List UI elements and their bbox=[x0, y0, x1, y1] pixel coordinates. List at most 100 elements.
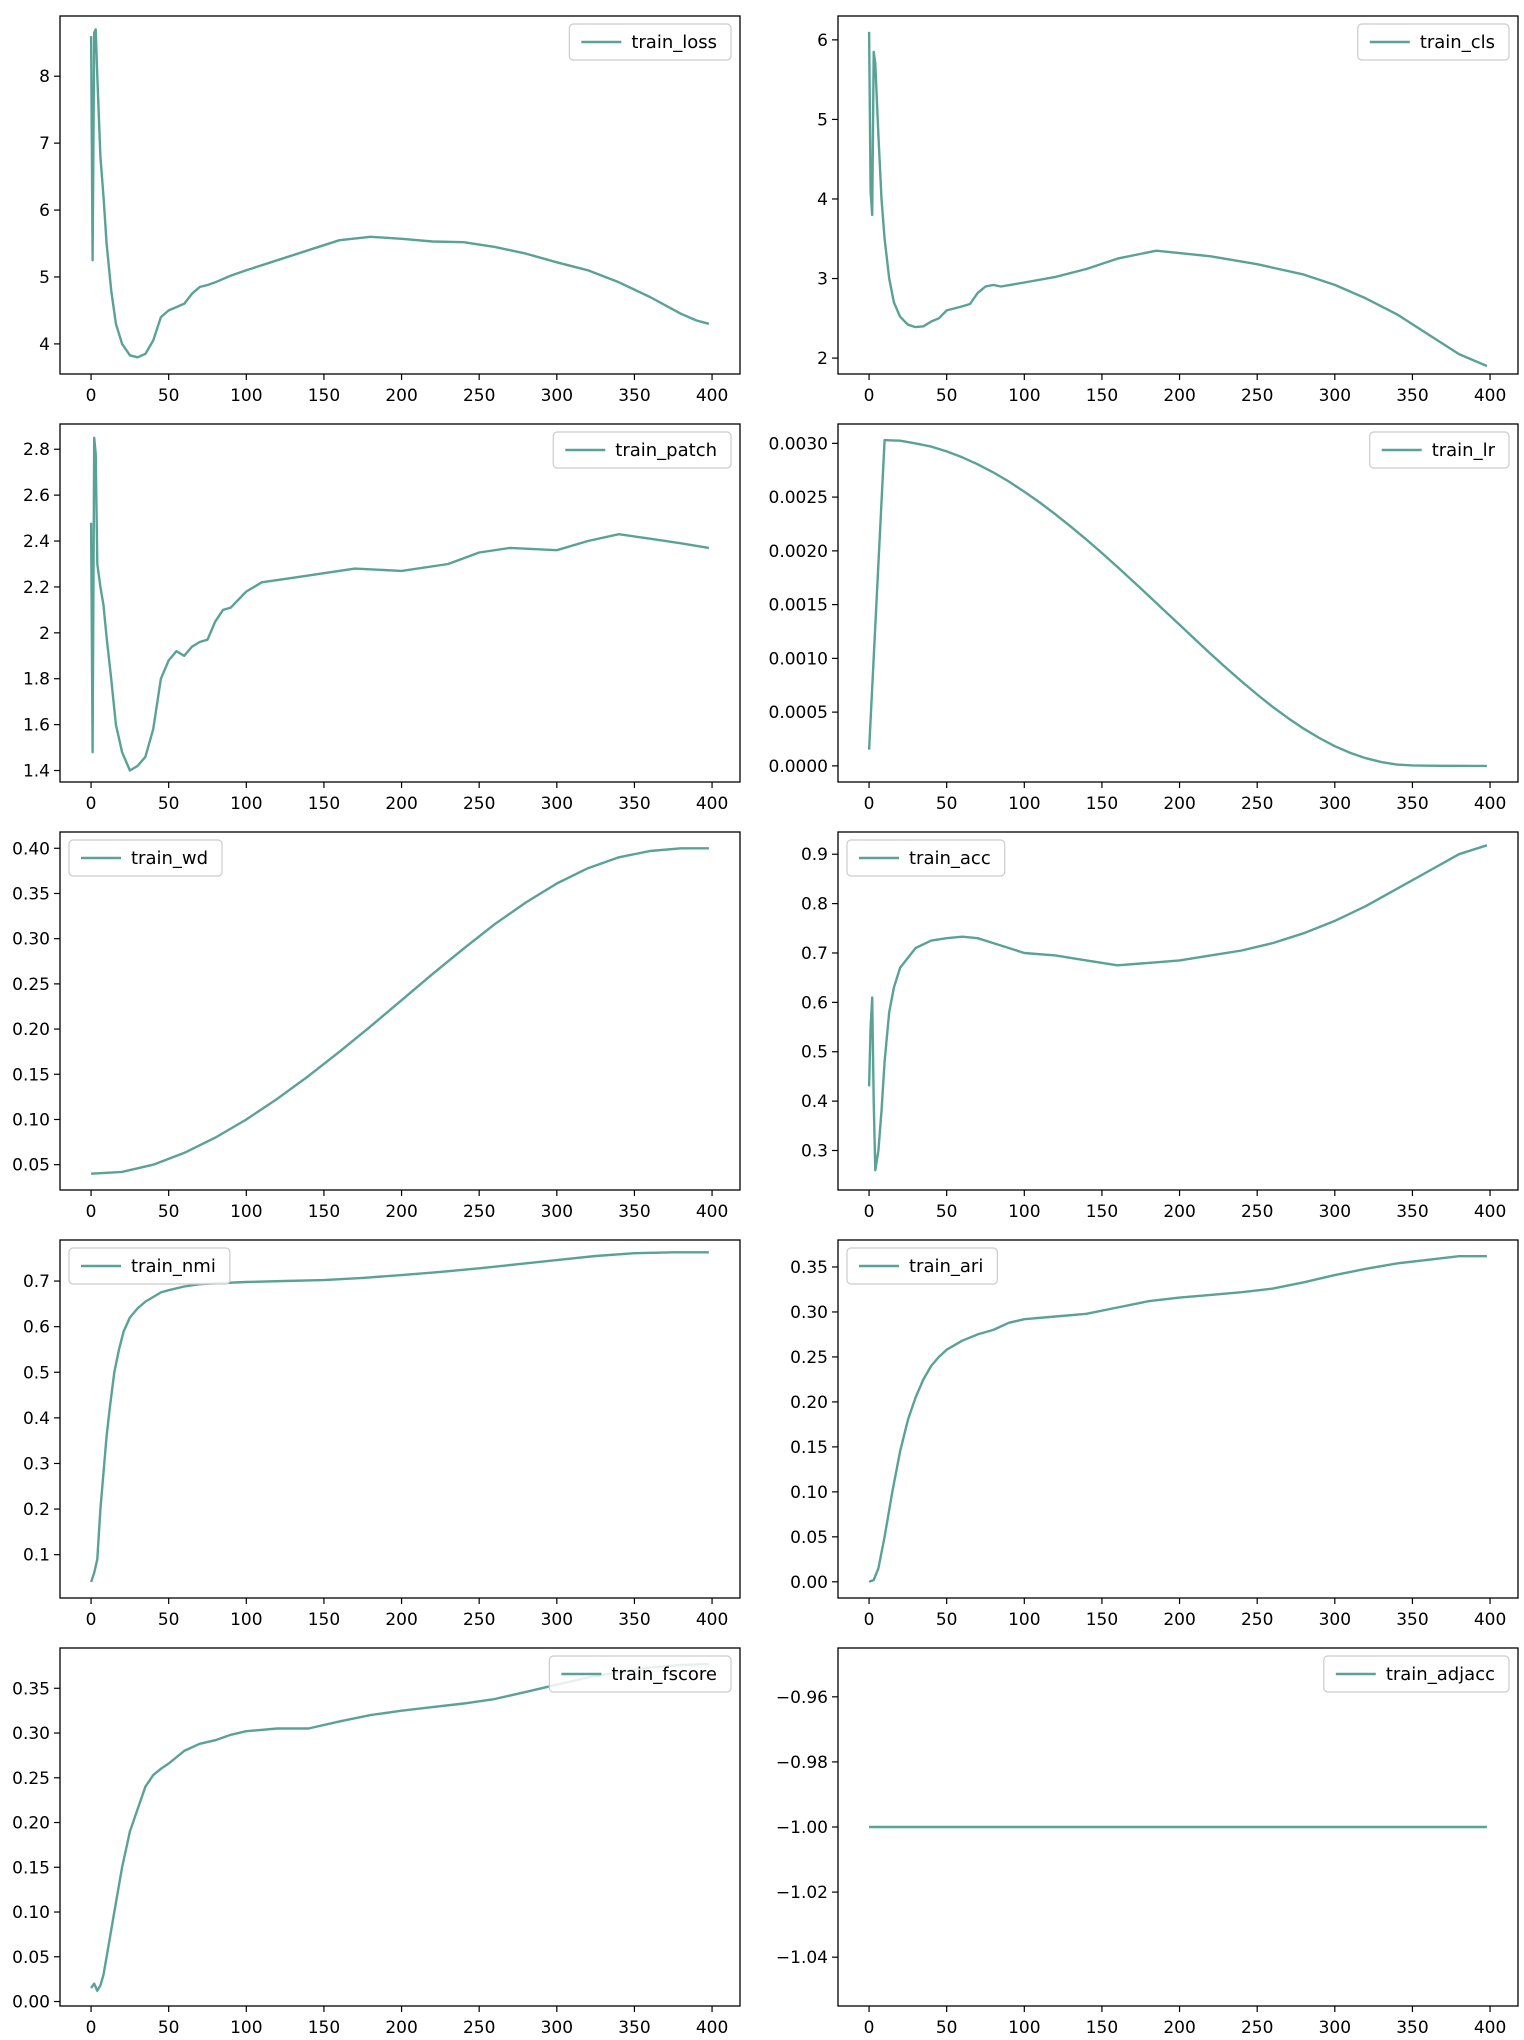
legend-box bbox=[846, 1247, 998, 1285]
axes-frame bbox=[837, 1239, 1519, 1599]
chart-panel-train_wd: 0 50 100 150 200 250 300 350 400 0.05 0.10 0.15 0.20… bbox=[12, 831, 741, 1222]
legend: train_fscore bbox=[548, 1655, 732, 1693]
x-tick-label: 50 bbox=[158, 2018, 180, 2038]
series-line-train_patch bbox=[89, 436, 710, 772]
legend: train_lr bbox=[1369, 431, 1510, 469]
axes-frame bbox=[59, 1647, 741, 2007]
x-tick-label: 350 bbox=[1396, 1202, 1428, 1222]
chart-panel-train_ari: 0 50 100 150 200 250 300 350 400 0.00 0.05 0.10 0.15… bbox=[790, 1239, 1519, 1630]
y-tick-label: 0.30 bbox=[790, 1303, 828, 1323]
x-tick-label: 50 bbox=[936, 2018, 958, 2038]
y-tick-label: 0.3 bbox=[23, 1454, 50, 1474]
x-tick-label: 200 bbox=[385, 1610, 417, 1630]
x-tick-label: 250 bbox=[463, 2018, 495, 2038]
series-line-train_fscore bbox=[90, 1662, 709, 1993]
y-tick-label: 1.4 bbox=[23, 762, 50, 782]
chart-panel-train_nmi: 0 50 100 150 200 250 300 350 400 0.1 0.2 0.3 0.4 0.5 0… bbox=[23, 1239, 741, 1630]
x-tick-label: 150 bbox=[1086, 2018, 1118, 2038]
x-tick-label: 150 bbox=[308, 1610, 340, 1630]
x-tick-label: 200 bbox=[1163, 2018, 1195, 2038]
legend-label: train_wd bbox=[131, 848, 208, 869]
x-tick-label: 100 bbox=[1008, 1202, 1040, 1222]
y-tick-label: 0.5 bbox=[801, 1043, 828, 1063]
y-tick-label: 0.1 bbox=[23, 1546, 50, 1566]
x-tick-label: 50 bbox=[936, 1202, 958, 1222]
chart-panel-train_loss: 0 50 100 150 200 250 300 350 400 4 5 6 7 8 train_loss bbox=[39, 15, 741, 406]
y-tick-label: −1.02 bbox=[776, 1883, 828, 1903]
y-tick-label: 4 bbox=[39, 335, 50, 355]
y-tick-label: 1.8 bbox=[23, 670, 50, 690]
x-tick-label: 400 bbox=[696, 2018, 728, 2038]
series-line-train_loss bbox=[89, 28, 710, 359]
legend: train_ari bbox=[846, 1247, 998, 1285]
x-tick-label: 400 bbox=[696, 794, 728, 814]
y-tick-label: 0.35 bbox=[790, 1258, 828, 1278]
y-tick-label: 6 bbox=[39, 201, 50, 221]
x-tick-label: 0 bbox=[86, 386, 97, 406]
y-tick-label: 1.6 bbox=[23, 716, 50, 736]
y-tick-label: 0.05 bbox=[12, 1948, 50, 1968]
x-tick-label: 200 bbox=[1163, 794, 1195, 814]
series-line-train_wd bbox=[91, 847, 709, 1175]
x-tick-label: 50 bbox=[936, 386, 958, 406]
legend-box bbox=[548, 1655, 732, 1693]
x-tick-label: 100 bbox=[1008, 386, 1040, 406]
axes-frame bbox=[59, 423, 741, 783]
legend-box bbox=[1369, 431, 1510, 469]
y-tick-label: 0.35 bbox=[12, 884, 50, 904]
y-tick-label: 0.9 bbox=[801, 845, 828, 865]
legend-label: train_nmi bbox=[131, 1256, 216, 1277]
x-tick-label: 250 bbox=[463, 386, 495, 406]
axes-frame bbox=[59, 15, 741, 375]
x-tick-label: 350 bbox=[1396, 794, 1428, 814]
y-tick-label: 0.40 bbox=[12, 839, 50, 859]
legend-box bbox=[552, 431, 732, 469]
x-tick-label: 250 bbox=[463, 1202, 495, 1222]
x-tick-label: 150 bbox=[308, 386, 340, 406]
y-tick-label: 0.4 bbox=[801, 1092, 828, 1112]
x-tick-label: 350 bbox=[618, 1610, 650, 1630]
y-tick-label: 0.00 bbox=[790, 1573, 828, 1593]
x-tick-label: 300 bbox=[1319, 794, 1351, 814]
y-tick-label: 0.25 bbox=[12, 1769, 50, 1789]
y-tick-label: 0.0010 bbox=[769, 649, 828, 669]
y-tick-label: 0.30 bbox=[12, 930, 50, 950]
x-tick-label: 100 bbox=[1008, 2018, 1040, 2038]
y-tick-label: 0.6 bbox=[801, 993, 828, 1013]
y-tick-label: 0.0030 bbox=[769, 434, 828, 454]
y-tick-label: 0.3 bbox=[801, 1141, 828, 1161]
x-tick-label: 250 bbox=[1241, 2018, 1273, 2038]
y-tick-label: 2.6 bbox=[23, 486, 50, 506]
series-line-train_nmi bbox=[89, 1251, 709, 1583]
x-tick-label: 250 bbox=[1241, 1202, 1273, 1222]
y-tick-label: 0.30 bbox=[12, 1724, 50, 1744]
x-tick-label: 250 bbox=[1241, 1610, 1273, 1630]
legend: train_adjacc bbox=[1323, 1655, 1510, 1693]
legend: train_wd bbox=[68, 839, 223, 877]
x-tick-label: 400 bbox=[696, 1610, 728, 1630]
y-tick-label: 0.7 bbox=[23, 1272, 50, 1292]
y-tick-label: 0.10 bbox=[12, 1110, 50, 1130]
y-tick-label: 0.15 bbox=[12, 1065, 50, 1085]
y-tick-label: 0.0005 bbox=[769, 703, 828, 723]
x-tick-label: 50 bbox=[158, 794, 180, 814]
legend-label: train_adjacc bbox=[1386, 1664, 1495, 1685]
legend: train_acc bbox=[846, 839, 1006, 877]
y-tick-label: 0.0025 bbox=[769, 488, 828, 508]
y-tick-label: 0.25 bbox=[790, 1348, 828, 1368]
x-tick-label: 150 bbox=[308, 794, 340, 814]
x-tick-label: 50 bbox=[158, 1610, 180, 1630]
y-tick-label: 6 bbox=[817, 31, 828, 51]
x-tick-label: 250 bbox=[1241, 386, 1273, 406]
legend: train_patch bbox=[552, 431, 732, 469]
x-tick-label: 150 bbox=[1086, 386, 1118, 406]
chart-panel-train_acc: 0 50 100 150 200 250 300 350 400 0.3 0.4 0.5 0.6 0.7 0… bbox=[801, 831, 1519, 1222]
y-tick-label: 0.4 bbox=[23, 1409, 50, 1429]
y-tick-label: 0.20 bbox=[790, 1393, 828, 1413]
axes-frame bbox=[59, 1239, 741, 1599]
x-tick-label: 350 bbox=[618, 1202, 650, 1222]
x-tick-label: 400 bbox=[1474, 1202, 1506, 1222]
y-tick-label: 5 bbox=[817, 110, 828, 130]
x-tick-label: 350 bbox=[618, 386, 650, 406]
x-tick-label: 250 bbox=[1241, 794, 1273, 814]
